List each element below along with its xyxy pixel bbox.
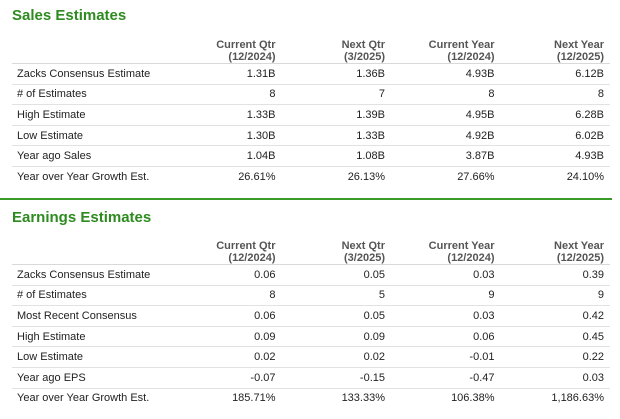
sales-header-next-year: Next Year (12/2025): [500, 33, 610, 64]
cell-value: 6.02B: [500, 125, 610, 147]
table-row: Year ago Sales 1.04B 1.08B 3.87B 4.93B: [12, 145, 610, 167]
cell-value: 9: [391, 285, 501, 307]
row-label: Zacks Consensus Estimate: [12, 63, 172, 85]
table-row: Year over Year Growth Est. 26.61% 26.13%…: [12, 166, 610, 186]
cell-value: 5: [281, 285, 391, 307]
row-label: Year ago EPS: [12, 367, 172, 389]
cell-value: -0.01: [391, 346, 501, 368]
cell-value: 1.04B: [172, 145, 282, 167]
row-label: Year over Year Growth Est.: [17, 170, 150, 183]
table-row: Year ago EPS -0.07 -0.15 -0.47 0.03: [12, 367, 610, 389]
cell-value: 0.05: [281, 264, 391, 286]
cell-value: 0.39: [500, 264, 610, 286]
cell-value: 8: [172, 285, 282, 307]
table-row: Zacks Consensus Estimate 1.31B 1.36B 4.9…: [12, 63, 610, 85]
cell-value: 0.06: [391, 326, 501, 348]
table-row: # of Estimates 8 7 8 8: [12, 84, 610, 106]
cell-value: 6.28B: [500, 104, 610, 126]
sales-header-current-qtr: Current Qtr (12/2024): [172, 33, 282, 64]
row-label: Year over Year Growth Est.: [17, 392, 150, 405]
row-label: Low Estimate: [12, 346, 172, 368]
table-row: High Estimate 1.33B 1.39B 4.95B 6.28B: [12, 104, 610, 126]
cell-value: 24.10%: [566, 170, 604, 183]
earnings-header-row: Current Qtr (12/2024) Next Qtr (3/2025) Cu…: [12, 234, 610, 265]
cell-value: 1.36B: [281, 63, 391, 85]
cell-value: 0.05: [281, 305, 391, 327]
cell-value: 185.71%: [232, 392, 276, 405]
cell-value: 133.33%: [341, 392, 385, 405]
cell-value: 0.03: [391, 305, 501, 327]
sales-estimates-table: Current Qtr (12/2024) Next Qtr (3/2025) Cu…: [12, 33, 610, 187]
table-row: Year over Year Growth Est. 185.71% 133.3…: [12, 388, 610, 408]
cell-value: 3.87B: [391, 145, 501, 167]
cell-value: 1,186.63%: [551, 392, 604, 405]
cell-value: 1.31B: [172, 63, 282, 85]
cell-value: 26.61%: [238, 170, 276, 183]
cell-value: 1.39B: [281, 104, 391, 126]
cell-value: 0.06: [172, 305, 282, 327]
cell-value: 7: [281, 84, 391, 106]
cell-value: 1.08B: [281, 145, 391, 167]
cell-value: 0.22: [500, 346, 610, 368]
cell-value: 6.12B: [500, 63, 610, 85]
earnings-estimates-title: Earnings Estimates: [12, 209, 152, 226]
row-label: High Estimate: [12, 326, 172, 348]
earnings-header-next-qtr: Next Qtr (3/2025): [281, 234, 391, 265]
cell-value: 1.33B: [172, 104, 282, 126]
earnings-header-label: [12, 234, 172, 265]
cell-value: 0.03: [391, 264, 501, 286]
cell-value: 8: [391, 84, 501, 106]
earnings-header-next-year: Next Year (12/2025): [500, 234, 610, 265]
cell-value: 4.93B: [500, 145, 610, 167]
cell-value: 0.03: [500, 367, 610, 389]
cell-value: -0.07: [172, 367, 282, 389]
cell-value: 26.13%: [347, 170, 385, 183]
cell-value: 0.09: [281, 326, 391, 348]
earnings-header-current-year: Current Year (12/2024): [391, 234, 501, 265]
cell-value: 4.92B: [391, 125, 501, 147]
cell-value: 1.33B: [281, 125, 391, 147]
cell-value: 0.02: [281, 346, 391, 368]
sales-header-current-year: Current Year (12/2024): [391, 33, 501, 64]
cell-value: 1.30B: [172, 125, 282, 147]
cell-value: 8: [172, 84, 282, 106]
sales-header-label: [12, 33, 172, 64]
cell-value: 0.02: [172, 346, 282, 368]
section-divider: [0, 198, 612, 200]
earnings-header-current-qtr: Current Qtr (12/2024): [172, 234, 282, 265]
cell-value: 8: [500, 84, 610, 106]
cell-value: -0.15: [281, 367, 391, 389]
cell-value: 0.45: [500, 326, 610, 348]
row-label: Year ago Sales: [12, 145, 172, 167]
cell-value: -0.47: [391, 367, 501, 389]
table-row: Zacks Consensus Estimate 0.06 0.05 0.03 …: [12, 264, 610, 286]
table-row: # of Estimates 8 5 9 9: [12, 285, 610, 307]
table-row: High Estimate 0.09 0.09 0.06 0.45: [12, 326, 610, 348]
sales-header-next-qtr: Next Qtr (3/2025): [281, 33, 391, 64]
table-row: Low Estimate 0.02 0.02 -0.01 0.22: [12, 346, 610, 368]
cell-value: 106.38%: [451, 392, 495, 405]
cell-value: 0.06: [172, 264, 282, 286]
cell-value: 27.66%: [457, 170, 495, 183]
cell-value: 0.09: [172, 326, 282, 348]
row-label: Zacks Consensus Estimate: [12, 264, 172, 286]
row-label: Low Estimate: [12, 125, 172, 147]
row-label: # of Estimates: [12, 84, 172, 106]
sales-header-row: Current Qtr (12/2024) Next Qtr (3/2025) Cu…: [12, 33, 610, 64]
table-row: Most Recent Consensus 0.06 0.05 0.03 0.4…: [12, 305, 610, 327]
row-label: # of Estimates: [12, 285, 172, 307]
sales-estimates-title: Sales Estimates: [12, 7, 127, 24]
cell-value: 9: [500, 285, 610, 307]
cell-value: 4.93B: [391, 63, 501, 85]
cell-value: 4.95B: [391, 104, 501, 126]
earnings-estimates-table: Current Qtr (12/2024) Next Qtr (3/2025) Cu…: [12, 234, 610, 408]
cell-value: 0.42: [500, 305, 610, 327]
table-row: Low Estimate 1.30B 1.33B 4.92B 6.02B: [12, 125, 610, 147]
row-label: High Estimate: [12, 104, 172, 126]
row-label: Most Recent Consensus: [12, 305, 172, 327]
